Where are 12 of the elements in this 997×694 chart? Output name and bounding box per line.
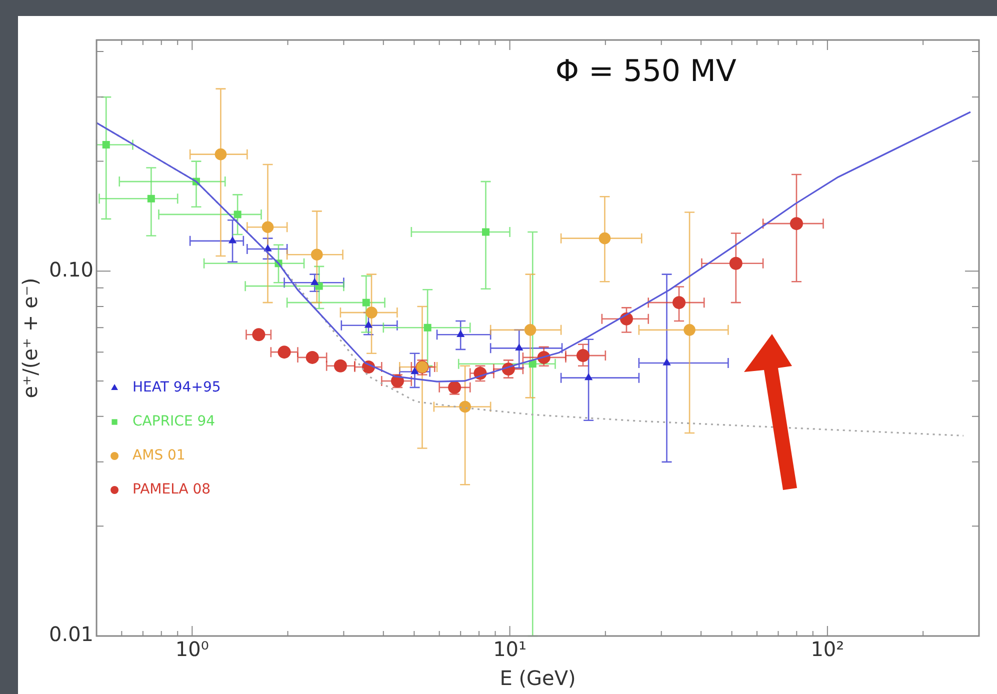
- x-tick-label: 10²: [810, 637, 844, 662]
- y-tick-label: 0.10: [49, 257, 94, 282]
- annotation: Φ = 550 MV: [555, 54, 737, 89]
- legend-label: CAPRICE 94: [132, 414, 216, 430]
- x-tick-label: 10¹: [493, 637, 527, 662]
- legend-label: PAMELA 08: [132, 482, 211, 498]
- legend-label: AMS 01: [132, 448, 186, 464]
- y-tick-label: 0.01: [49, 622, 94, 646]
- y-axis-title: e⁺/(e⁺ + e⁻): [18, 278, 42, 398]
- x-axis-title: E (GeV): [500, 666, 576, 690]
- x-tick-label: 10⁰: [175, 637, 209, 662]
- legend-label: HEAT 94+95: [132, 380, 221, 396]
